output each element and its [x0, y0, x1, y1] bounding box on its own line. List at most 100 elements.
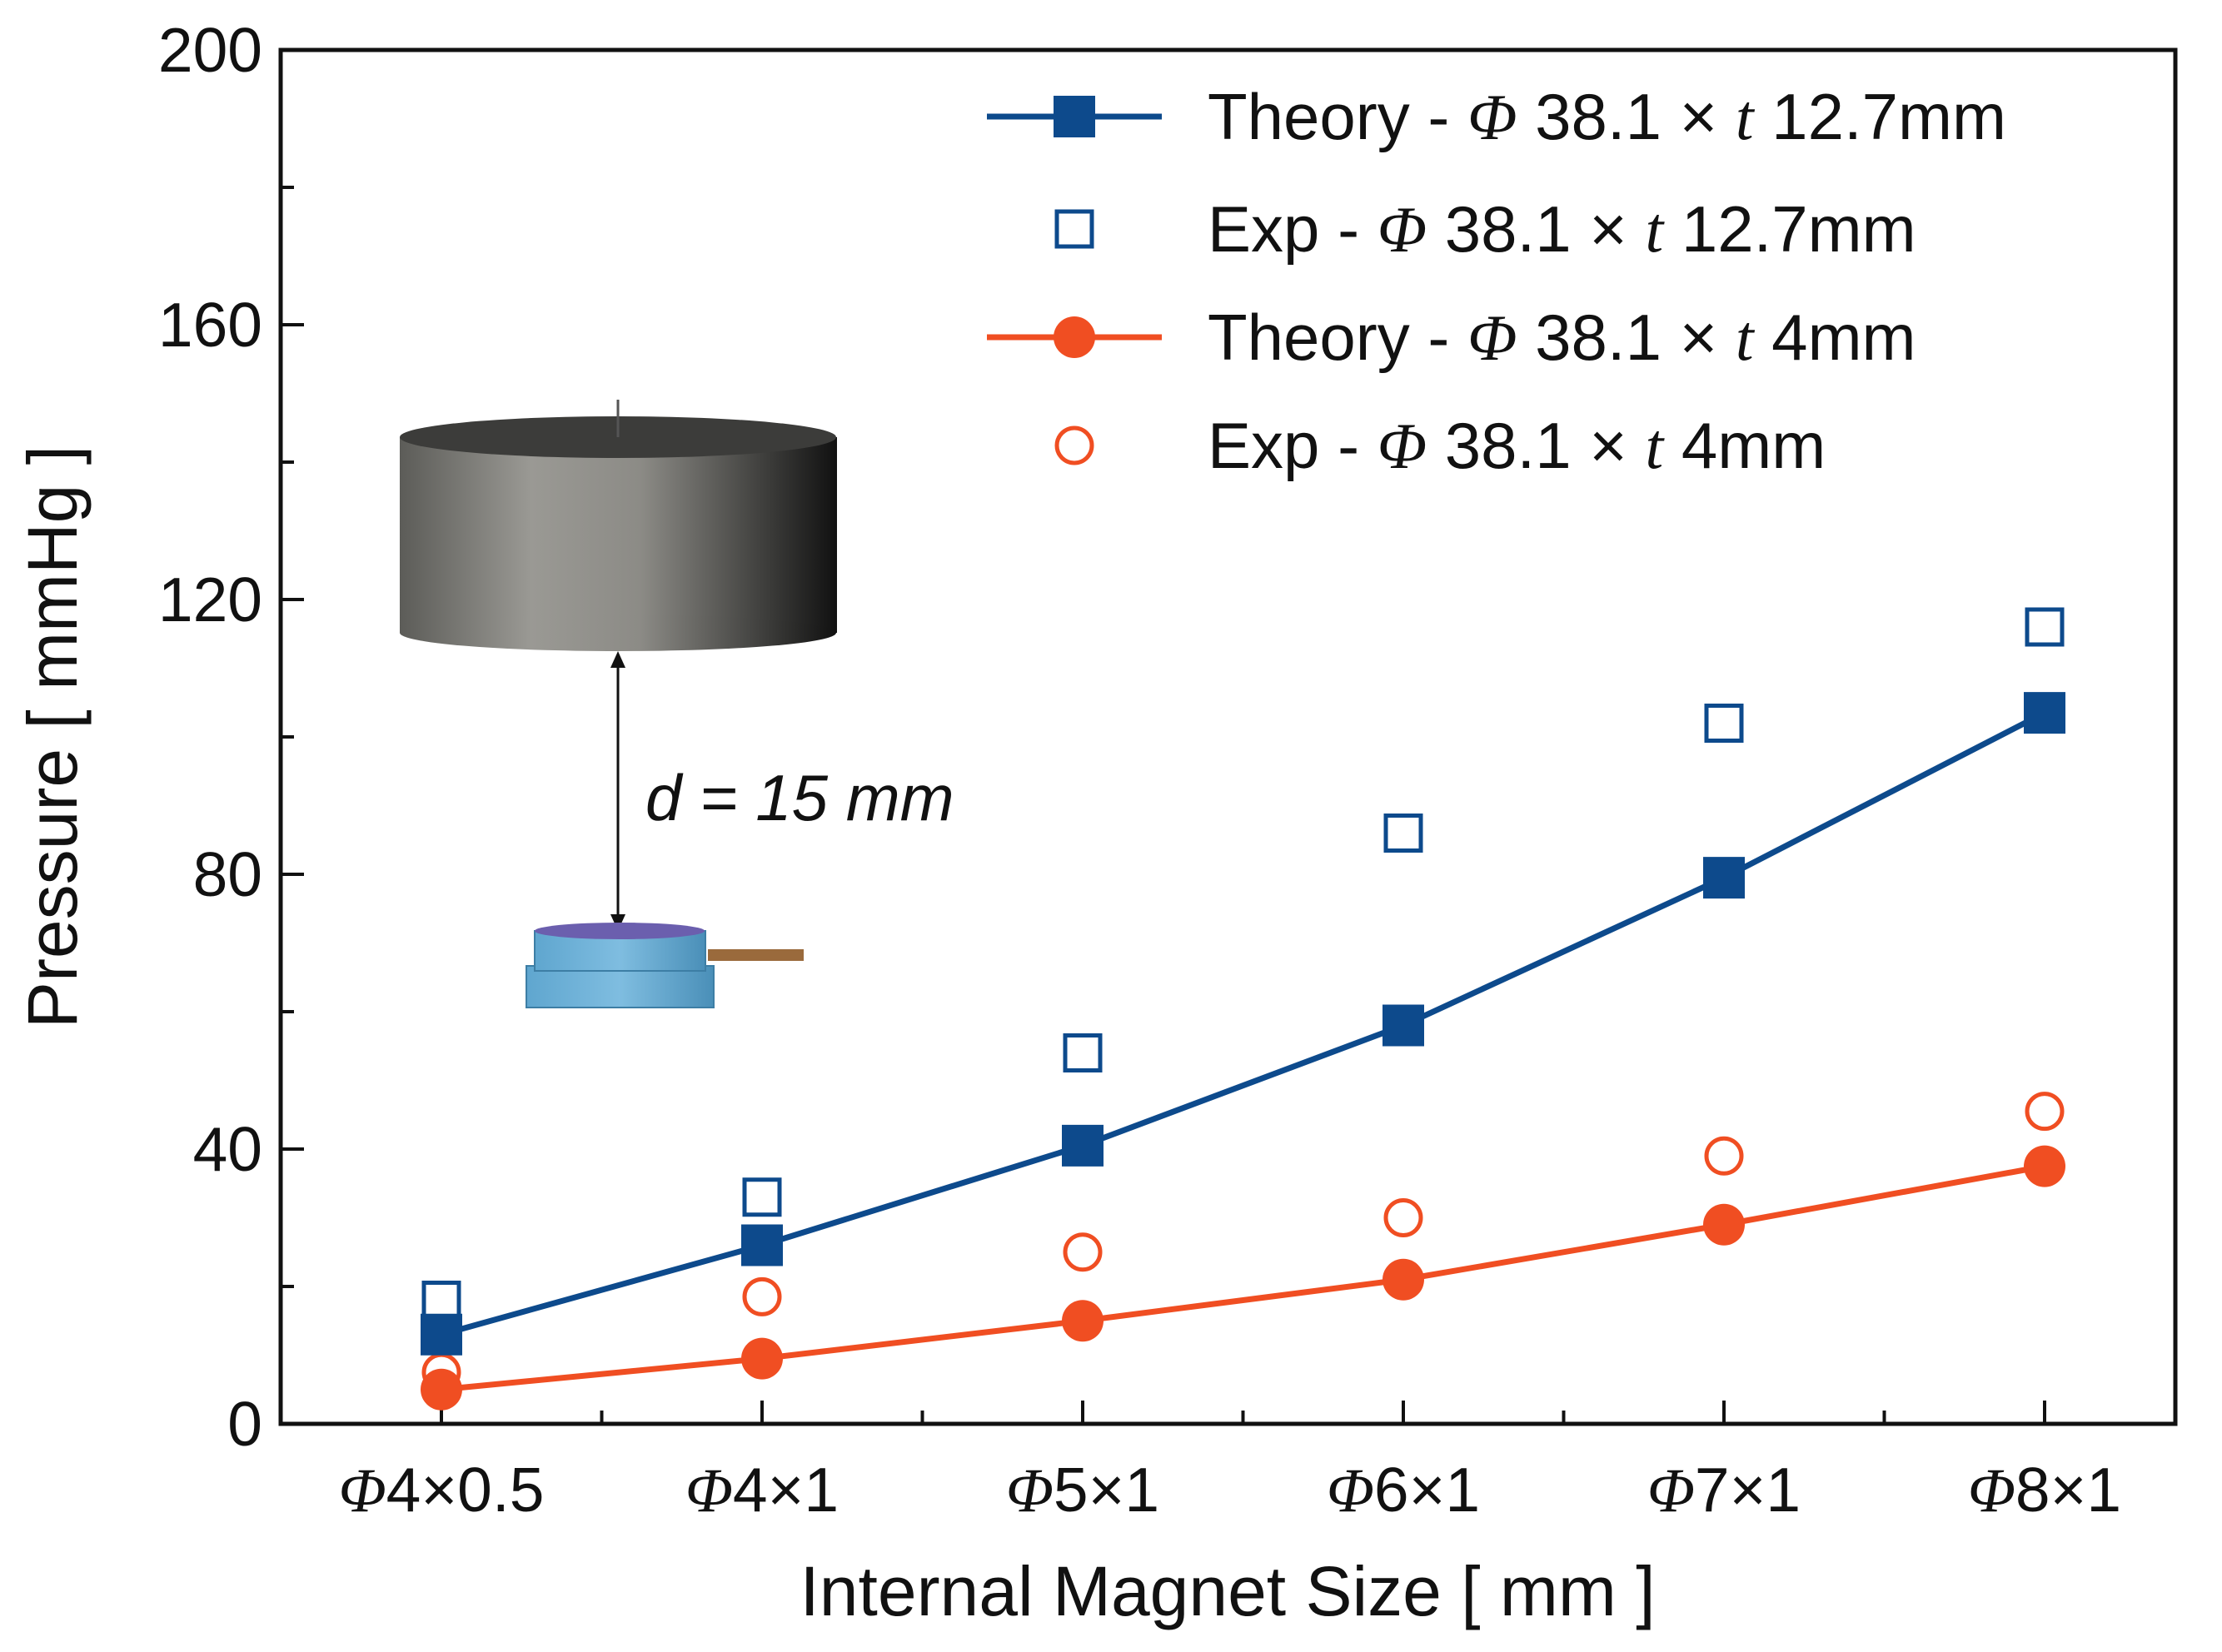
legend-label: Exp - Φ 38.1 × t 12.7mm	[1208, 192, 1916, 266]
y-axis-ticks: 0 40 80 120 160 200	[158, 15, 304, 1459]
y-tick-label: 200	[158, 15, 262, 85]
data-point	[1063, 1232, 1103, 1272]
x-tick-label: Φ4×0.5	[339, 1455, 545, 1525]
legend-marker	[1054, 316, 1095, 358]
magnet-setup-illustration: d = 15 mm	[400, 400, 954, 1008]
data-point	[1063, 1033, 1103, 1072]
distance-annotation: d = 15 mm	[645, 761, 954, 834]
legend-suffix: 4mm	[1663, 409, 1826, 482]
x-tick-label: Φ6×1	[1327, 1455, 1480, 1525]
legend-t: t	[1646, 410, 1666, 482]
legend-t: t	[1646, 193, 1666, 266]
data-point	[1383, 1198, 1423, 1237]
x-tick-label: Φ5×1	[1006, 1455, 1159, 1525]
x-tick-phi: Φ	[1006, 1456, 1054, 1525]
data-point	[1383, 814, 1423, 853]
data-point	[741, 1337, 783, 1380]
legend-prefix: Theory -	[1208, 301, 1467, 374]
x-axis-title: Internal Magnet Size [ mm ]	[800, 1552, 1655, 1630]
legend-phi: Φ	[1467, 301, 1517, 374]
legend-mid: 38.1 ×	[1517, 80, 1735, 153]
series-line	[441, 1163, 2045, 1393]
x-tick-size: 4×0.5	[386, 1455, 545, 1525]
legend-prefix: Exp -	[1208, 409, 1378, 482]
x-tick-phi: Φ	[1968, 1456, 2015, 1525]
series-3	[421, 1092, 2065, 1392]
data-point	[2024, 1145, 2065, 1187]
x-tick-label: Φ7×1	[1647, 1455, 1801, 1525]
x-tick-phi: Φ	[1327, 1456, 1374, 1525]
x-tick-label: Φ8×1	[1968, 1455, 2121, 1525]
legend-marker	[1054, 96, 1095, 137]
data-point	[2024, 692, 2065, 734]
series-1	[421, 607, 2065, 1320]
data-point	[1383, 1258, 1424, 1301]
x-tick-size: 8×1	[2015, 1455, 2121, 1525]
y-tick-label: 80	[193, 839, 262, 909]
legend-suffix: 12.7mm	[1663, 192, 1916, 266]
data-point	[1383, 1004, 1424, 1047]
data-point	[2025, 607, 2065, 647]
legend-prefix: Exp -	[1208, 192, 1378, 266]
data-point	[421, 1313, 462, 1356]
legend-mid: 38.1 ×	[1427, 192, 1645, 266]
legend-phi: Φ	[1378, 193, 1427, 266]
sensor-lead	[708, 949, 804, 961]
legend-marker	[1054, 209, 1094, 249]
legend-suffix: 4mm	[1754, 301, 1916, 374]
x-tick-phi: Φ	[1647, 1456, 1695, 1525]
series-0	[421, 692, 2065, 1356]
data-point	[1703, 857, 1745, 899]
x-tick-size: 5×1	[1054, 1455, 1159, 1525]
sensor-base	[526, 965, 715, 1008]
data-point	[741, 1224, 783, 1266]
x-tick-size: 7×1	[1695, 1455, 1801, 1525]
legend-label: Theory - Φ 38.1 × t 12.7mm	[1208, 80, 2006, 153]
series-layer	[421, 607, 2065, 1411]
legend-t: t	[1736, 81, 1756, 153]
legend-mid: 38.1 ×	[1517, 301, 1735, 374]
distance-arrow-head-top	[610, 651, 625, 668]
legend-entry: Theory - Φ 38.1 × t 4mm	[987, 301, 1916, 374]
x-tick-size: 4×1	[733, 1455, 839, 1525]
data-point	[421, 1281, 461, 1320]
x-tick-label: Φ4×1	[685, 1455, 839, 1525]
legend-label: Theory - Φ 38.1 × t 4mm	[1208, 301, 1916, 374]
series-line	[441, 710, 2046, 1338]
y-tick-label: 40	[193, 1114, 262, 1184]
legend-entry: Exp - Φ 38.1 × t 4mm	[1054, 409, 1826, 482]
legend-entry: Exp - Φ 38.1 × t 12.7mm	[1054, 192, 1916, 266]
y-tick-label: 120	[158, 565, 262, 634]
legend-suffix: 12.7mm	[1754, 80, 2006, 153]
external-magnet-bottom	[400, 615, 836, 651]
legend-mid: 38.1 ×	[1427, 409, 1645, 482]
x-tick-phi: Φ	[685, 1456, 733, 1525]
series-2	[421, 1145, 2065, 1411]
legend-phi: Φ	[1378, 410, 1427, 482]
data-point	[742, 1276, 782, 1316]
data-point	[1703, 1203, 1745, 1246]
data-point	[1704, 704, 1744, 743]
x-tick-phi: Φ	[339, 1456, 386, 1525]
data-point	[1062, 1124, 1104, 1167]
legend-phi: Φ	[1467, 81, 1517, 153]
y-tick-label: 0	[227, 1389, 262, 1459]
data-point	[742, 1177, 782, 1217]
legend-prefix: Theory -	[1208, 80, 1467, 153]
x-tick-size: 6×1	[1374, 1455, 1480, 1525]
data-point	[1062, 1300, 1104, 1342]
external-magnet-body	[400, 437, 837, 633]
legend-label: Exp - Φ 38.1 × t 4mm	[1208, 409, 1826, 482]
distance-arrow-head-bottom	[610, 914, 625, 931]
x-axis-ticks: Φ4×0.5 Φ4×1 Φ5×1 Φ6×1 Φ7×1 Φ8×1	[339, 1401, 2121, 1525]
y-tick-label: 160	[158, 290, 262, 360]
data-point	[421, 1368, 462, 1411]
legend-t: t	[1736, 301, 1756, 374]
legend-marker	[1054, 425, 1094, 465]
y-axis-title: Pressure [ mmHg ]	[13, 445, 92, 1028]
data-point	[2025, 1092, 2065, 1132]
legend-entry: Theory - Φ 38.1 × t 12.7mm	[987, 80, 2006, 153]
sensor-membrane	[535, 923, 705, 939]
